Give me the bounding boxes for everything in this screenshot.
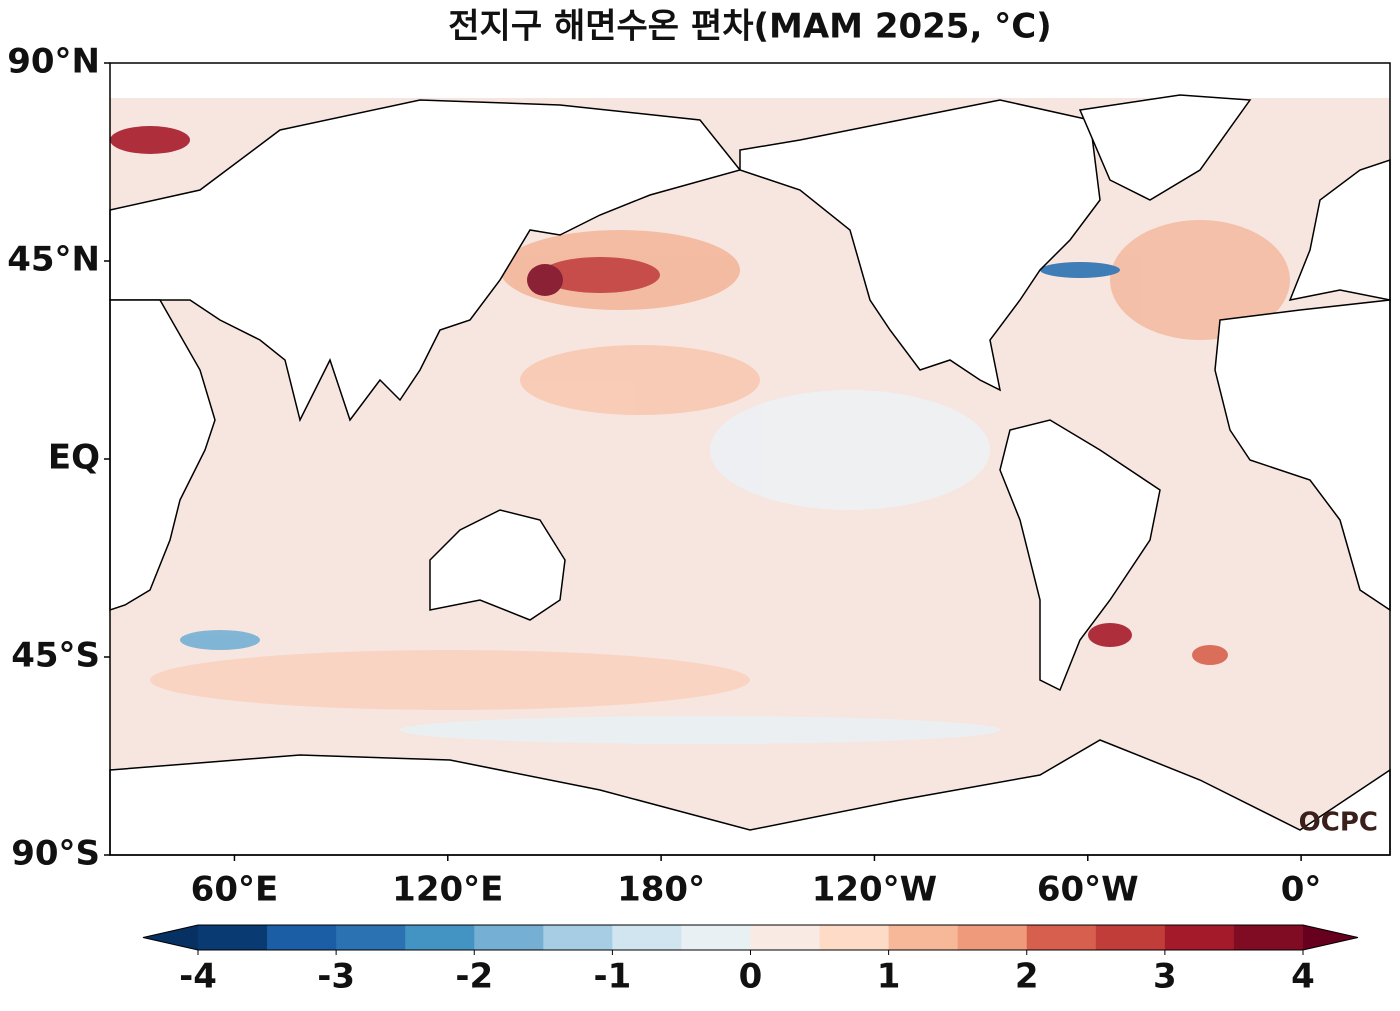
patch [520, 345, 760, 415]
colorbar-tick-label: -1 [593, 957, 631, 997]
colorbar-bin [543, 925, 613, 950]
colorbar-bin [888, 925, 959, 950]
x-tick-label: 120°W [812, 870, 937, 910]
patch [527, 264, 563, 296]
colorbar-bin [474, 925, 544, 950]
colorbar-tick-label: 4 [1291, 957, 1315, 997]
patch [1088, 623, 1132, 647]
colorbar-tick-label: 0 [739, 957, 763, 997]
colorbar-under [143, 925, 198, 950]
x-tick-label: 120°E [392, 870, 503, 910]
colorbar-bin [819, 925, 890, 950]
colorbar-bin [612, 925, 682, 950]
australia [429, 509, 566, 621]
patch [1040, 262, 1120, 278]
colorbar-bin [198, 925, 268, 950]
colorbar-tick-label: -3 [317, 957, 355, 997]
colorbar-tick-label: -2 [455, 957, 493, 997]
patch [710, 390, 990, 510]
europe [1288, 158, 1391, 302]
colorbar-bin [1095, 925, 1166, 950]
colorbar-tick-label: -4 [179, 957, 217, 997]
colorbar-bin [336, 925, 406, 950]
colorbar-bin [1233, 925, 1304, 950]
colorbar-bin [957, 925, 1028, 950]
patch [1110, 220, 1290, 340]
colorbar-over [1303, 925, 1358, 950]
y-tick-label: EQ [48, 438, 100, 478]
colorbar-bin [750, 925, 821, 950]
north-america [739, 99, 1101, 392]
eurasia [109, 99, 742, 423]
west-africa [1214, 299, 1391, 612]
x-tick-label: 180° [617, 870, 705, 910]
map: OCPC [109, 62, 1391, 856]
x-tick-label: 0° [1281, 870, 1322, 910]
anomaly-patches [110, 126, 1290, 744]
colorbar-bin [1026, 925, 1097, 950]
x-tick-label: 60°W [1037, 870, 1139, 910]
y-tick-label: 45°S [11, 636, 100, 676]
africa [109, 299, 216, 612]
y-tick-label: 90°S [11, 834, 100, 874]
colorbar-bin [405, 925, 475, 950]
y-tick-label: 45°N [7, 240, 100, 280]
patch [150, 650, 750, 710]
x-tick-label: 60°E [191, 870, 279, 910]
title: 전지구 해면수온 편차(MAM 2025, °C) [448, 7, 1051, 47]
colorbar-bin [1164, 925, 1235, 950]
colorbar-bin [267, 925, 337, 950]
y-tick-label: 90°N [7, 42, 100, 82]
logo: OCPC [1299, 808, 1378, 838]
patch [110, 126, 190, 154]
colorbar-tick-label: 2 [1015, 957, 1039, 997]
patch [180, 630, 260, 650]
polar-ice [110, 63, 1390, 98]
south-america [999, 419, 1161, 692]
patch [400, 716, 1000, 744]
colorbar-tick-label: 3 [1153, 957, 1177, 997]
patch [1192, 645, 1228, 665]
patch [540, 257, 660, 293]
colorbar-bin [681, 925, 751, 950]
colorbar-tick-label: 1 [877, 957, 901, 997]
greenland [1078, 94, 1252, 201]
